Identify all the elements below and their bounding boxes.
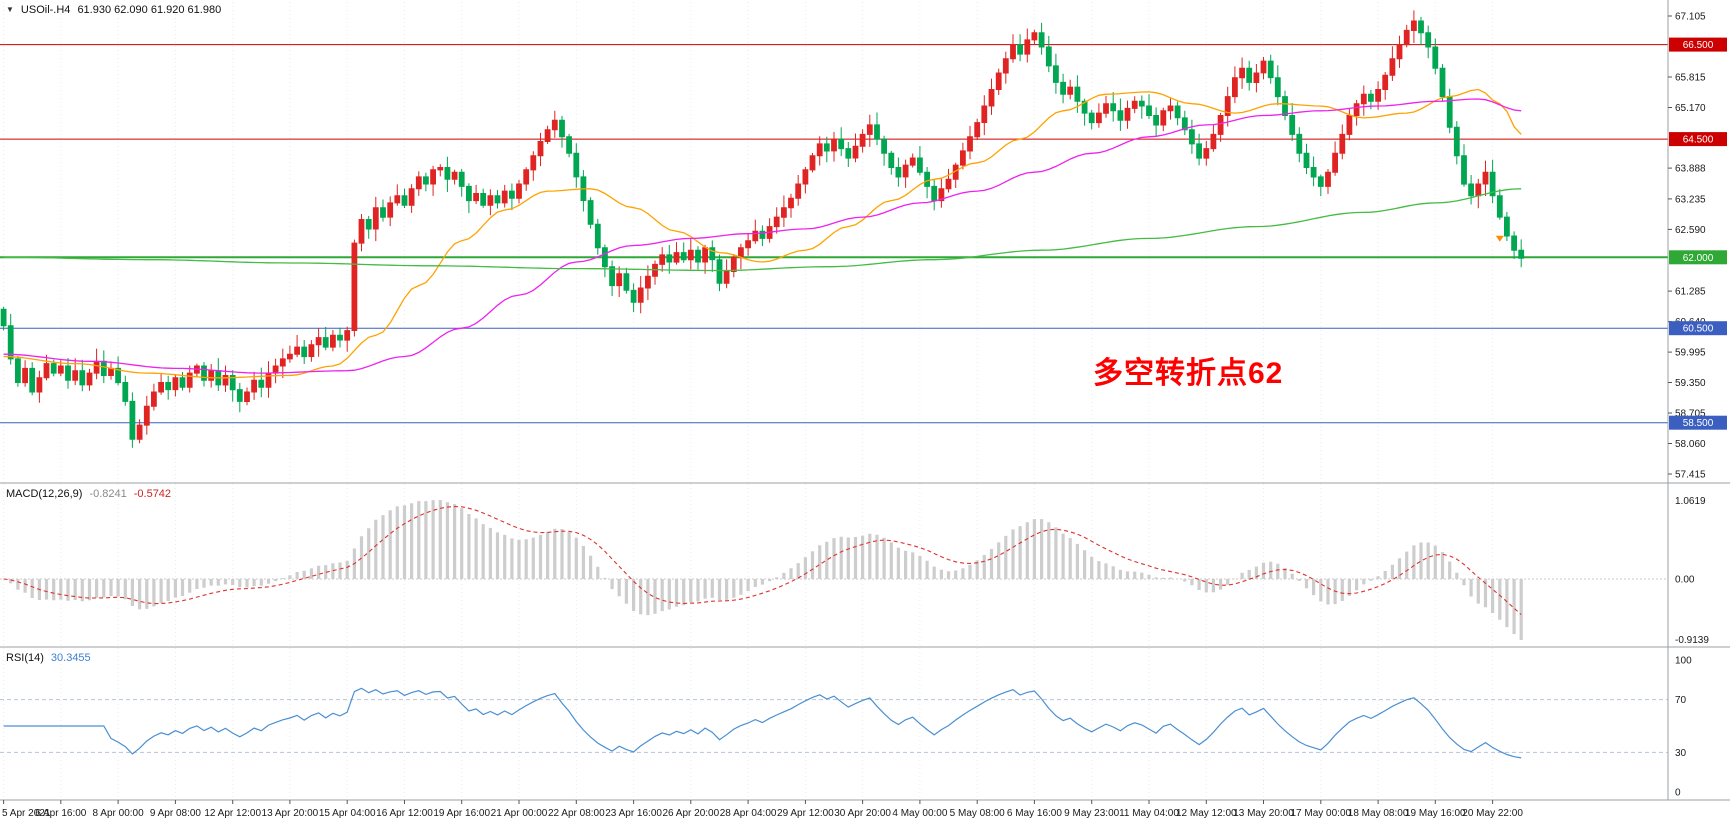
svg-text:13 Apr 20:00: 13 Apr 20:00	[262, 808, 319, 819]
svg-text:18 May 08:00: 18 May 08:00	[1348, 808, 1409, 819]
ma-slow-green	[3, 188, 1522, 272]
macd-layer	[0, 500, 1668, 640]
moving-averages-layer	[3, 88, 1522, 379]
price-badge	[1669, 321, 1727, 336]
svg-text:22 Apr 08:00: 22 Apr 08:00	[548, 808, 605, 819]
ma-mid-magenta	[3, 98, 1522, 374]
price-badge	[1669, 37, 1727, 52]
svg-text:19 Apr 16:00: 19 Apr 16:00	[433, 808, 490, 819]
svg-text:0: 0	[1675, 788, 1681, 799]
svg-text:16 Apr 12:00: 16 Apr 12:00	[376, 808, 433, 819]
svg-text:60.500: 60.500	[1683, 324, 1714, 335]
svg-text:9 Apr 08:00: 9 Apr 08:00	[150, 808, 202, 819]
svg-text:65.815: 65.815	[1675, 73, 1706, 84]
svg-text:58.705: 58.705	[1675, 409, 1706, 420]
rsi-layer	[0, 687, 1668, 759]
price-axis: 67.105 65.815 65.170 63.888 63.235 62.590 61.2…	[1668, 12, 1727, 481]
grid-layer	[3, 2, 1494, 800]
svg-text:63.235: 63.235	[1675, 194, 1706, 205]
dropdown-triangle-icon: ▼	[6, 5, 14, 14]
svg-text:30 Apr 20:00: 30 Apr 20:00	[834, 808, 891, 819]
svg-text:70: 70	[1675, 695, 1687, 706]
svg-text:15 Apr 04:00: 15 Apr 04:00	[319, 808, 376, 819]
macd-signal-line	[3, 505, 1522, 616]
svg-text:6 May 16:00: 6 May 16:00	[1007, 808, 1062, 819]
svg-text:21 Apr 00:00: 21 Apr 00:00	[491, 808, 548, 819]
svg-text:12 Apr 12:00: 12 Apr 12:00	[204, 808, 261, 819]
svg-text:11 May 04:00: 11 May 04:00	[1119, 808, 1179, 819]
annotation-text[interactable]: 多空转折点62	[1093, 357, 1284, 390]
svg-text:17 May 00:00: 17 May 00:00	[1290, 808, 1351, 819]
svg-text:63.888: 63.888	[1675, 164, 1706, 175]
svg-text:58.500: 58.500	[1683, 418, 1714, 429]
trade-arrow-icon	[1495, 235, 1504, 242]
svg-text:13 May 20:00: 13 May 20:00	[1233, 808, 1294, 819]
svg-text:61.285: 61.285	[1675, 287, 1706, 298]
svg-text:65.170: 65.170	[1675, 103, 1706, 114]
svg-text:26 Apr 20:00: 26 Apr 20:00	[662, 808, 719, 819]
macd-axis: 1.0619 0.00 -0.9139	[1675, 496, 1709, 646]
svg-text:59.995: 59.995	[1675, 348, 1706, 359]
svg-text:67.105: 67.105	[1675, 12, 1706, 23]
price-badge	[1669, 415, 1727, 430]
svg-text:59.350: 59.350	[1675, 378, 1706, 389]
macd-header: MACD(12,26,9) -0.8241 -0.5742	[6, 488, 171, 500]
price-badge	[1669, 250, 1727, 265]
rsi-line	[3, 687, 1522, 759]
svg-text:28 Apr 04:00: 28 Apr 04:00	[720, 808, 777, 819]
macd-name: MACD(12,26,9)	[6, 488, 83, 500]
svg-text:57.415: 57.415	[1675, 470, 1706, 481]
macd-value-signal: -0.5742	[133, 488, 172, 500]
svg-text:62.000: 62.000	[1683, 253, 1714, 264]
price-badge	[1669, 132, 1727, 147]
down-candle-bodies	[0, 20, 1525, 440]
svg-text:5 May 08:00: 5 May 08:00	[950, 808, 1005, 819]
svg-text:62.590: 62.590	[1675, 225, 1706, 236]
svg-text:12 May 12:00: 12 May 12:00	[1176, 808, 1237, 819]
price-lines-layer	[0, 44, 1668, 424]
svg-text:20 May 22:00: 20 May 22:00	[1462, 808, 1523, 819]
rsi-header: RSI(14) 30.3455	[6, 652, 91, 664]
svg-text:23 Apr 16:00: 23 Apr 16:00	[605, 808, 662, 819]
svg-text:9 May 23:00: 9 May 23:00	[1064, 808, 1119, 819]
svg-text:5 Apr 2021: 5 Apr 2021	[2, 808, 51, 819]
svg-text:8 Apr 00:00: 8 Apr 00:00	[93, 808, 145, 819]
svg-text:30: 30	[1675, 748, 1687, 759]
svg-text:58.060: 58.060	[1675, 439, 1706, 450]
chart-title: ▼ USOil-.H4 61.930 62.090 61.920 61.980	[6, 4, 221, 16]
svg-text:64.500: 64.500	[1683, 135, 1714, 146]
svg-text:66.500: 66.500	[1683, 40, 1714, 51]
macd-value-main: -0.8241	[89, 488, 127, 500]
svg-text:0.00: 0.00	[1675, 575, 1695, 586]
up-candle-bodies	[22, 20, 1489, 440]
ma-fast-orange	[3, 88, 1522, 379]
rsi-name: RSI(14)	[6, 652, 44, 664]
svg-text:4 May 00:00: 4 May 00:00	[892, 808, 947, 819]
macd-histogram	[9, 500, 1523, 640]
svg-text:19 May 16:00: 19 May 16:00	[1405, 808, 1466, 819]
rsi-value: 30.3455	[50, 652, 91, 664]
svg-text:1.0619: 1.0619	[1675, 496, 1706, 507]
frame-layer	[0, 0, 1730, 801]
candles-layer[interactable]	[0, 10, 1525, 448]
svg-text:6 Apr 16:00: 6 Apr 16:00	[35, 808, 87, 819]
rsi-axis: 100 70 30 0	[1675, 656, 1692, 799]
svg-text:-0.9139: -0.9139	[1675, 635, 1709, 646]
ohlc-values: 61.930 62.090 61.920 61.980	[77, 4, 222, 16]
svg-text:29 Apr 12:00: 29 Apr 12:00	[777, 808, 834, 819]
symbol-label: USOil-.H4	[20, 4, 71, 16]
svg-text:100: 100	[1675, 656, 1692, 667]
